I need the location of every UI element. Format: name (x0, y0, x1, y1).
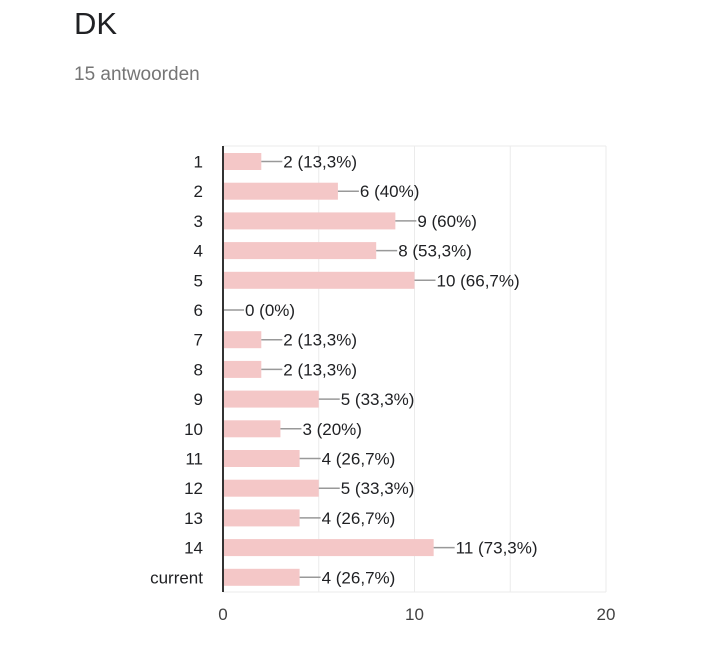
bar-1 (223, 153, 262, 170)
bar-5 (223, 271, 415, 289)
data-label-10: 3 (20%) (302, 420, 362, 439)
category-label-12: 12 (184, 479, 203, 498)
bar-13 (223, 509, 300, 527)
bar-11 (223, 450, 300, 467)
x-tick-label-0: 0 (218, 605, 227, 624)
category-label-11: 11 (185, 450, 203, 469)
category-label-3: 3 (194, 212, 203, 231)
category-label-14: 14 (184, 539, 203, 558)
bar-current (223, 568, 300, 586)
data-label-3: 9 (60%) (417, 212, 477, 231)
response-count: 15 antwoorden (74, 64, 200, 85)
axes: 0 10 20 (218, 146, 615, 624)
data-label-7: 2 (13,3%) (283, 331, 357, 350)
category-label-9: 9 (194, 390, 203, 409)
data-label-2: 6 (40%) (360, 182, 420, 201)
category-label-10: 10 (184, 420, 203, 439)
bar-12 (223, 479, 319, 497)
data-label-1: 2 (13,3%) (283, 153, 357, 172)
data-label-current: 4 (26,7%) (322, 568, 396, 587)
data-label-13: 4 (26,7%) (322, 509, 396, 528)
category-label-6: 6 (194, 301, 203, 320)
data-label-8: 2 (13,3%) (283, 360, 357, 379)
bar-14 (223, 539, 434, 557)
labels: 2 (13,3%) 1 6 (40%) 2 9 (60%) 3 8 (53,3%) 4 10 (… (150, 153, 537, 588)
data-label-6: 0 (0%) (245, 301, 295, 320)
category-label-13: 13 (184, 509, 203, 528)
data-label-12: 5 (33,3%) (341, 479, 415, 498)
bar-4 (223, 242, 377, 260)
bar-7 (223, 331, 262, 349)
x-tick-label-10: 10 (405, 605, 424, 624)
data-label-14: 11 (73,3%) (456, 539, 538, 558)
category-label-2: 2 (194, 182, 203, 201)
category-label-5: 5 (194, 271, 203, 290)
bar-9 (223, 390, 319, 408)
data-label-5: 10 (66,7%) (437, 271, 520, 290)
category-label-7: 7 (194, 331, 203, 350)
category-label-8: 8 (194, 360, 203, 379)
chart-title: DK (74, 6, 118, 41)
category-label-4: 4 (194, 242, 203, 261)
x-tick-label-20: 20 (597, 605, 616, 624)
data-label-11: 4 (26,7%) (322, 450, 396, 469)
bars (223, 153, 434, 586)
bar-2 (223, 182, 338, 200)
bar-3 (223, 212, 396, 230)
category-label-current: current (150, 568, 203, 587)
bar-8 (223, 360, 262, 378)
data-label-4: 8 (53,3%) (398, 242, 472, 261)
data-label-9: 5 (33,3%) (341, 390, 415, 409)
bar-10 (223, 420, 281, 438)
category-label-1: 1 (194, 153, 203, 172)
